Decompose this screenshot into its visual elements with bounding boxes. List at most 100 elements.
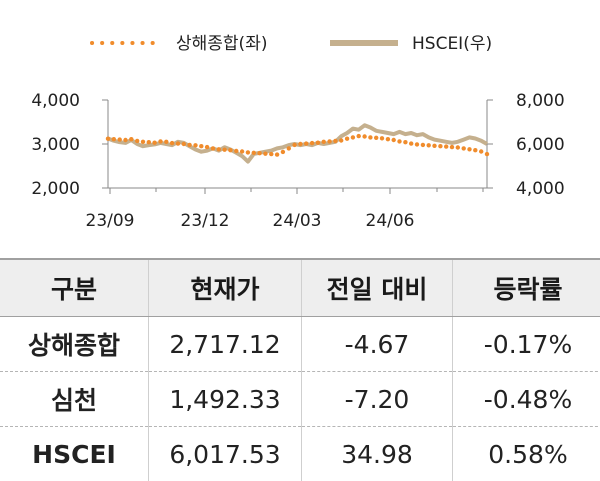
series-point-shanghai	[403, 140, 407, 144]
series-point-shanghai	[485, 152, 489, 156]
cell-change: -4.67	[302, 317, 453, 372]
series-point-shanghai	[118, 137, 122, 141]
table-row: 심천 1,492.33 -7.20 -0.48%	[0, 372, 600, 427]
series-point-shanghai	[193, 143, 197, 147]
series-point-shanghai	[158, 139, 162, 143]
series-point-shanghai	[199, 144, 203, 148]
series-point-shanghai	[187, 143, 191, 147]
legend-label-hscei: HSCEI(우)	[412, 34, 492, 54]
series-point-shanghai	[217, 147, 221, 151]
series-point-shanghai	[275, 152, 279, 156]
series-point-shanghai	[135, 139, 139, 143]
series-point-shanghai	[310, 141, 314, 145]
series-point-shanghai	[351, 135, 355, 139]
series-point-shanghai	[450, 145, 454, 149]
series-point-shanghai	[252, 151, 256, 155]
header-current-price: 현재가	[149, 259, 302, 317]
series-point-shanghai	[176, 141, 180, 145]
x-axis-tick-label: 24/03	[273, 211, 322, 231]
row-label: 상해종합	[0, 317, 149, 372]
x-axis-tick-label: 23/12	[181, 211, 230, 231]
series-point-shanghai	[147, 140, 151, 144]
series-point-shanghai	[152, 141, 156, 145]
series-point-shanghai	[182, 142, 186, 146]
series-point-shanghai	[339, 138, 343, 142]
series-point-shanghai	[421, 143, 425, 147]
cell-change-rate: -0.48%	[453, 372, 600, 427]
x-axis-tick-label: 24/06	[366, 211, 415, 231]
series-point-shanghai	[298, 142, 302, 146]
chart-legend: 상해종합(좌) HSCEI(우)	[92, 34, 492, 54]
left-axis-tick-label: 2,000	[31, 179, 80, 199]
header-category: 구분	[0, 259, 149, 317]
series-point-shanghai	[345, 137, 349, 141]
right-axis-tick-label: 4,000	[516, 179, 565, 199]
cell-current-price: 2,717.12	[149, 317, 302, 372]
cell-change-rate: -0.17%	[453, 317, 600, 372]
header-change: 전일 대비	[302, 259, 453, 317]
series-point-shanghai	[170, 141, 174, 145]
series-point-shanghai	[211, 146, 215, 150]
series-point-shanghai	[304, 141, 308, 145]
series-point-shanghai	[164, 140, 168, 144]
left-axis-tick-label: 3,000	[31, 135, 80, 155]
series-point-shanghai	[322, 140, 326, 144]
series-point-shanghai	[287, 146, 291, 150]
series-point-shanghai	[263, 152, 267, 156]
cell-current-price: 1,492.33	[149, 372, 302, 427]
series-point-shanghai	[327, 139, 331, 143]
series-point-shanghai	[106, 137, 110, 141]
dual-axis-line-chart: 상해종합(좌) HSCEI(우) 4,000 3,000 2,000 8,000 6,…	[0, 0, 600, 258]
series-point-shanghai	[392, 138, 396, 142]
series-point-shanghai	[467, 147, 471, 151]
series-point-shanghai	[415, 142, 419, 146]
series-point-shanghai	[374, 136, 378, 140]
series-point-shanghai	[368, 135, 372, 139]
table-header-row: 구분 현재가 전일 대비 등락률	[0, 259, 600, 317]
series-point-shanghai	[292, 143, 296, 147]
left-axis-tick-label: 4,000	[31, 91, 80, 111]
series-point-shanghai	[456, 145, 460, 149]
series-point-shanghai	[141, 140, 145, 144]
cell-change: 34.98	[302, 427, 453, 481]
series-point-shanghai	[357, 134, 361, 138]
series-point-shanghai	[432, 144, 436, 148]
row-label: HSCEI	[0, 427, 149, 481]
series-point-shanghai	[462, 146, 466, 150]
right-axis-tick-label: 8,000	[516, 91, 565, 111]
series-point-shanghai	[228, 148, 232, 152]
series-point-shanghai	[246, 150, 250, 154]
series-point-shanghai	[438, 144, 442, 148]
right-axis-tick-label: 6,000	[516, 135, 565, 155]
series-point-shanghai	[333, 139, 337, 143]
series-point-shanghai	[129, 137, 133, 141]
table-row: HSCEI 6,017.53 34.98 0.58%	[0, 427, 600, 481]
series-point-shanghai	[362, 134, 366, 138]
header-change-rate: 등락률	[453, 259, 600, 317]
series-point-shanghai	[473, 148, 477, 152]
series-point-shanghai	[281, 150, 285, 154]
series-point-shanghai	[380, 136, 384, 140]
series-point-shanghai	[444, 144, 448, 148]
index-table-container: 구분 현재가 전일 대비 등락률 상해종합 2,717.12 -4.67 -0.…	[0, 258, 600, 481]
series-point-shanghai	[479, 149, 483, 153]
legend-label-shanghai: 상해종합(좌)	[176, 34, 267, 54]
index-table: 구분 현재가 전일 대비 등락률 상해종합 2,717.12 -4.67 -0.…	[0, 258, 600, 481]
series-point-shanghai	[205, 145, 209, 149]
x-axis-tick-label: 23/09	[86, 211, 135, 231]
series-point-shanghai	[409, 141, 413, 145]
series-point-shanghai	[123, 138, 127, 142]
series-point-shanghai	[386, 137, 390, 141]
row-label: 심천	[0, 372, 149, 427]
series-point-shanghai	[257, 151, 261, 155]
series-point-shanghai	[269, 152, 273, 156]
cell-change-rate: 0.58%	[453, 427, 600, 481]
series-point-shanghai	[234, 149, 238, 153]
series-point-shanghai	[316, 141, 320, 145]
table-row: 상해종합 2,717.12 -4.67 -0.17%	[0, 317, 600, 372]
series-point-shanghai	[222, 148, 226, 152]
series-point-shanghai	[427, 143, 431, 147]
cell-current-price: 6,017.53	[149, 427, 302, 481]
cell-change: -7.20	[302, 372, 453, 427]
series-point-shanghai	[240, 149, 244, 153]
